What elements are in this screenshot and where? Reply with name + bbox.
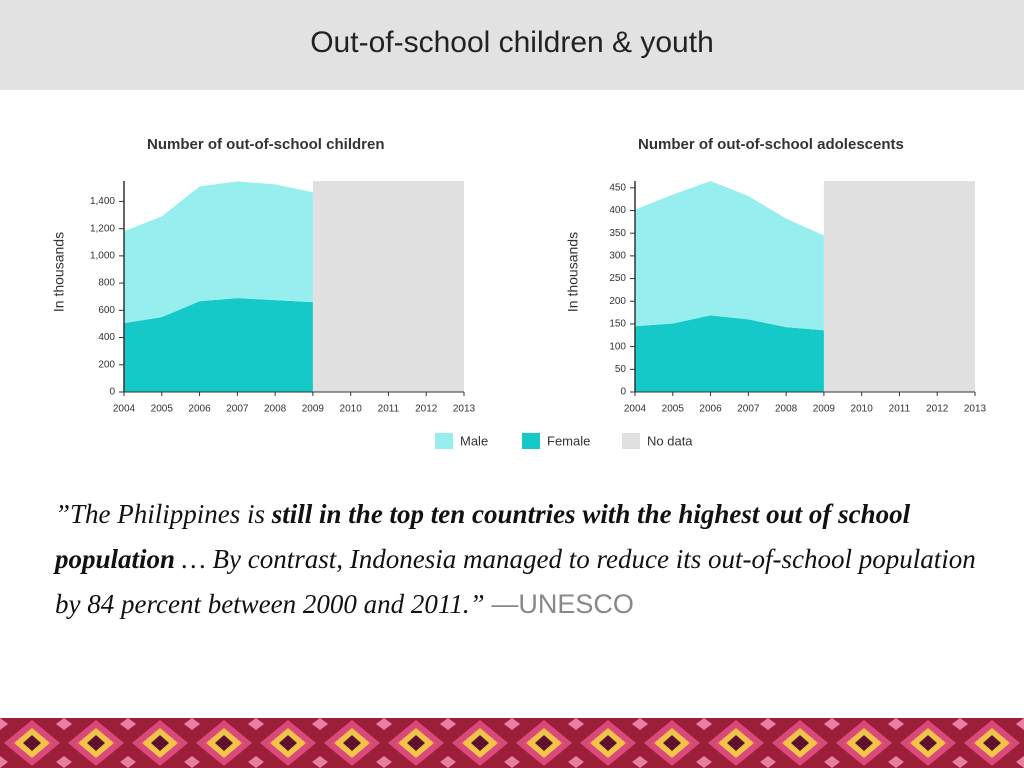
quote-part: ”The Philippines is xyxy=(55,499,272,529)
no-data-region xyxy=(823,181,975,392)
chart-title: Number of out-of-school children xyxy=(147,136,385,153)
y-axis-label: In thousands xyxy=(51,232,67,312)
y-tick-label: 1,400 xyxy=(90,196,115,207)
y-tick-label: 100 xyxy=(609,341,626,352)
x-tick-label: 2009 xyxy=(813,404,836,415)
y-tick-label: 450 xyxy=(609,182,626,193)
x-tick-label: 2011 xyxy=(889,404,911,415)
y-tick-label: 200 xyxy=(609,296,626,307)
legend-label: No data xyxy=(647,433,693,448)
x-tick-label: 2012 xyxy=(415,404,438,415)
x-tick-label: 2013 xyxy=(964,404,987,415)
quote-part: … By contrast, Indonesia managed to redu… xyxy=(55,544,976,619)
x-tick-label: 2005 xyxy=(151,404,174,415)
slide-title: Out-of-school children & youth xyxy=(310,26,714,59)
y-tick-label: 400 xyxy=(98,332,115,343)
charts: Number of out-of-school children In thous… xyxy=(51,136,987,449)
y-tick-label: 250 xyxy=(609,273,626,284)
x-tick-label: 2010 xyxy=(851,404,874,415)
y-tick-label: 800 xyxy=(98,278,115,289)
x-tick-label: 2004 xyxy=(624,404,647,415)
y-tick-label: 0 xyxy=(620,387,626,398)
decorative-band xyxy=(0,718,1024,768)
y-tick-label: 400 xyxy=(609,205,626,216)
y-tick-label: 350 xyxy=(609,228,626,239)
x-tick-label: 2006 xyxy=(699,404,722,415)
y-tick-label: 200 xyxy=(98,359,115,370)
area xyxy=(124,298,313,392)
quote-part: still in the top ten countries with the … xyxy=(55,499,911,574)
x-tick-label: 2009 xyxy=(302,404,325,415)
x-tick-label: 2012 xyxy=(926,404,949,415)
y-tick-label: 300 xyxy=(609,251,626,262)
x-tick-label: 2006 xyxy=(188,404,211,415)
x-tick-label: 2007 xyxy=(737,404,760,415)
x-tick-label: 2004 xyxy=(113,404,136,415)
no-data-region xyxy=(312,181,464,392)
y-tick-label: 600 xyxy=(98,305,115,316)
legend-swatch xyxy=(522,433,540,449)
x-tick-label: 2013 xyxy=(453,404,476,415)
y-tick-label: 1,000 xyxy=(90,251,115,262)
x-tick-label: 2011 xyxy=(378,404,400,415)
x-tick-label: 2007 xyxy=(226,404,249,415)
area xyxy=(635,181,824,331)
chart-title: Number of out-of-school adolescents xyxy=(638,136,904,153)
legend-label: Male xyxy=(460,433,488,448)
y-tick-label: 0 xyxy=(109,387,115,398)
legend-swatch xyxy=(435,433,453,449)
y-tick-label: 50 xyxy=(615,364,627,375)
y-tick-label: 150 xyxy=(609,319,626,330)
x-tick-label: 2008 xyxy=(264,404,287,415)
area xyxy=(635,315,824,392)
y-tick-label: 1,200 xyxy=(90,223,115,234)
title-bar xyxy=(0,0,1024,90)
y-axis-label: In thousands xyxy=(565,232,581,312)
area xyxy=(124,181,313,324)
x-tick-label: 2005 xyxy=(662,404,685,415)
legend-swatch xyxy=(622,433,640,449)
x-tick-label: 2008 xyxy=(775,404,798,415)
attribution: —UNESCO xyxy=(491,589,634,619)
legend-label: Female xyxy=(547,433,590,448)
x-tick-label: 2010 xyxy=(340,404,363,415)
quote: ”The Philippines is still in the top ten… xyxy=(55,492,985,627)
